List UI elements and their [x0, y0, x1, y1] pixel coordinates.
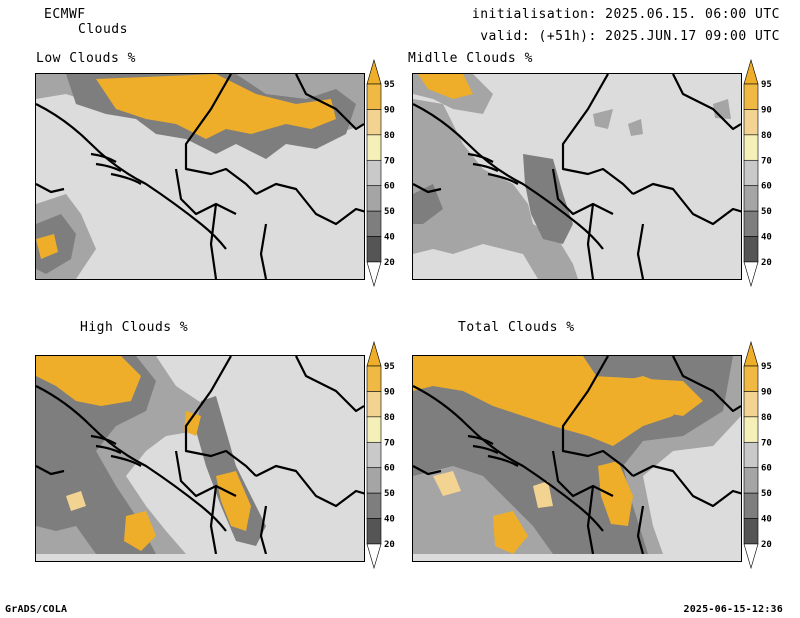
colorbar-swatch [366, 365, 382, 392]
colorbar-tick-label: 70 [761, 156, 772, 166]
colorbar-tick-label: 60 [761, 464, 772, 474]
colorbar-swatch [743, 518, 759, 545]
colorbar-tick-label: 90 [761, 105, 772, 115]
colorbar-swatch [743, 391, 759, 418]
colorbar-swatch [366, 83, 382, 110]
colorbar-swatch [743, 236, 759, 263]
product-label: Clouds [78, 22, 128, 37]
colorbar-tick-label: 70 [384, 438, 395, 448]
map-panel-high-clouds [35, 355, 365, 562]
footer-timestamp: 2025-06-15-12:36 [683, 604, 783, 615]
colorbar-tick-label: 40 [384, 515, 395, 525]
map-panel-total-clouds [412, 355, 742, 562]
colorbar-tick-label: 50 [761, 489, 772, 499]
colorbar-tick-label: 80 [384, 413, 395, 423]
colorbar-swatch [743, 365, 759, 392]
colorbar-tick-label: 90 [761, 387, 772, 397]
panel-title-high: High Clouds % [80, 320, 189, 335]
colorbar-tick-label: 60 [384, 464, 395, 474]
colorbar-tick-label: 95 [761, 362, 772, 372]
colorbar-tick-label: 50 [761, 207, 772, 217]
colorbar-tick-label: 70 [384, 156, 395, 166]
panel-title-middle: Midlle Clouds % [408, 51, 533, 66]
colorbar-tick-label: 40 [761, 515, 772, 525]
colorbar-tick-label: 95 [761, 80, 772, 90]
colorbar-bottom-arrow [366, 543, 382, 570]
colorbar-swatch [366, 185, 382, 212]
colorbar-swatch [366, 236, 382, 263]
colorbar-swatch [366, 391, 382, 418]
colorbar-tick-label: 50 [384, 489, 395, 499]
map-panel-low-clouds [35, 73, 365, 280]
colorbar-low: 20 40 50 60 70 80 90 95 [363, 58, 403, 288]
colorbar-swatch [743, 467, 759, 494]
colorbar-tick-label: 80 [761, 131, 772, 141]
colorbar-tick-label: 20 [384, 540, 395, 550]
init-time: initialisation: 2025.06.15. 06:00 UTC [471, 7, 780, 22]
colorbar-tick-label: 40 [761, 233, 772, 243]
colorbar-top-arrow [743, 340, 759, 367]
colorbar-tick-label: 20 [761, 258, 772, 268]
colorbar-tick-label: 90 [384, 105, 395, 115]
valid-time: valid: (+51h): 2025.JUN.17 09:00 UTC [480, 29, 780, 44]
colorbar-swatch [743, 159, 759, 187]
colorbar-bottom-arrow [366, 261, 382, 288]
colorbar-high: 20 40 50 60 70 80 90 95 [363, 340, 403, 570]
colorbar-swatch [366, 109, 382, 136]
colorbar-tick-label: 40 [384, 233, 395, 243]
colorbar-top-arrow [743, 58, 759, 85]
colorbar-swatch [743, 109, 759, 136]
colorbar-swatch [743, 83, 759, 110]
colorbar-swatch [743, 134, 759, 161]
colorbar-bottom-arrow [743, 261, 759, 288]
colorbar-swatch [743, 492, 759, 519]
colorbar-swatch [366, 134, 382, 161]
colorbar-tick-label: 60 [761, 182, 772, 192]
footer-software: GrADS/COLA [5, 604, 68, 615]
colorbar-tick-label: 50 [384, 207, 395, 217]
colorbar-swatch [366, 441, 382, 469]
colorbar-tick-label: 60 [384, 182, 395, 192]
colorbar-tick-label: 20 [384, 258, 395, 268]
colorbar-swatch [366, 416, 382, 443]
colorbar-tick-label: 80 [384, 131, 395, 141]
colorbar-tick-label: 90 [384, 387, 395, 397]
colorbar-swatch [366, 210, 382, 237]
colorbar-tick-label: 80 [761, 413, 772, 423]
panel-title-low: Low Clouds % [36, 51, 136, 66]
colorbar-swatch [366, 467, 382, 494]
colorbar-top-arrow [366, 340, 382, 367]
colorbar-middle: 20 40 50 60 70 80 90 95 [740, 58, 780, 288]
colorbar-tick-label: 20 [761, 540, 772, 550]
colorbar-tick-label: 95 [384, 362, 395, 372]
colorbar-bottom-arrow [743, 543, 759, 570]
panel-title-total: Total Clouds % [458, 320, 575, 335]
colorbar-tick-label: 95 [384, 80, 395, 90]
colorbar-swatch [743, 416, 759, 443]
colorbar-tick-label: 70 [761, 438, 772, 448]
colorbar-top-arrow [366, 58, 382, 85]
colorbar-swatch [366, 159, 382, 187]
colorbar-swatch [743, 185, 759, 212]
colorbar-swatch [743, 210, 759, 237]
colorbar-swatch [743, 441, 759, 469]
model-label: ECMWF [44, 7, 86, 22]
colorbar-swatch [366, 518, 382, 545]
colorbar-total: 20 40 50 60 70 80 90 95 [740, 340, 780, 570]
map-panel-middle-clouds [412, 73, 742, 280]
colorbar-swatch [366, 492, 382, 519]
